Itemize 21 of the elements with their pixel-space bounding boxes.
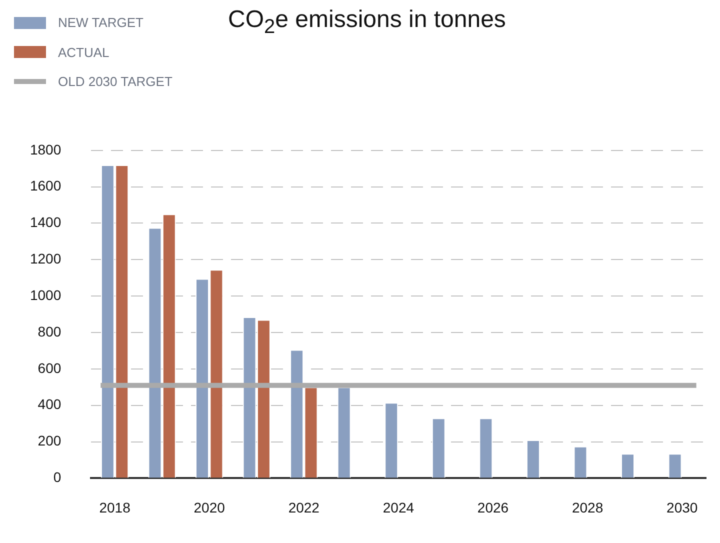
- y-tick-label: 1200: [30, 250, 62, 267]
- y-tick-label: 800: [38, 323, 62, 340]
- x-tick-label: 2018: [99, 499, 131, 516]
- y-tick-label: 0: [53, 469, 62, 486]
- y-tick-label: 200: [38, 432, 62, 449]
- y-tick-label: 400: [38, 396, 62, 412]
- y-tick-label: 1000: [30, 286, 62, 303]
- x-tick-label: 2024: [382, 499, 414, 516]
- y-tick-label: 1600: [30, 178, 62, 194]
- y-tick-label: 1800: [30, 141, 62, 158]
- x-tick-label: 2030: [666, 499, 698, 516]
- legend-label: OLD 2030 TARGET: [58, 74, 172, 90]
- legend-label: NEW TARGET: [58, 15, 144, 30]
- legend-label: ACTUAL: [58, 44, 110, 60]
- x-tick-label: 2020: [194, 499, 226, 516]
- x-tick-label: 2022: [288, 499, 320, 516]
- x-tick-label: 2026: [477, 499, 509, 516]
- y-tick-label: 1400: [30, 214, 62, 230]
- x-tick-label: 2028: [572, 499, 604, 516]
- chart-title: CO$_{2}$e emissions in tonnes: [228, 6, 506, 39]
- y-tick-label: 600: [38, 360, 62, 376]
